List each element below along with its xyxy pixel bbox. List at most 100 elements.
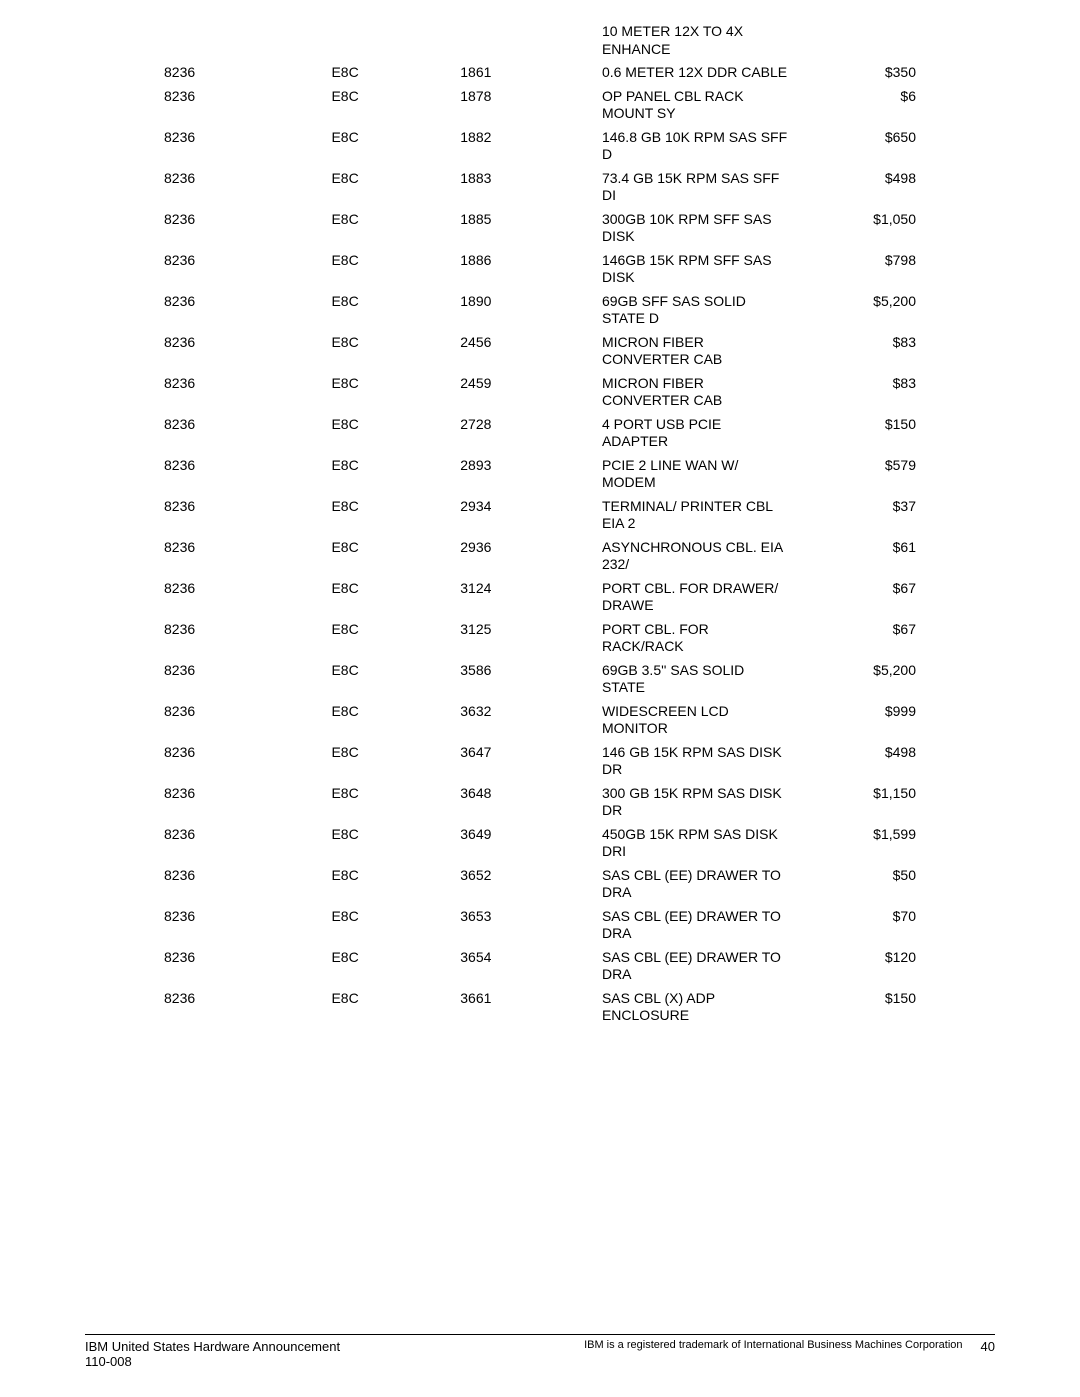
- table-cell: E8C: [327, 987, 456, 1028]
- table-cell: E8C: [327, 290, 456, 331]
- table-cell: 1861: [456, 61, 598, 85]
- footer-title: IBM United States Hardware Announcement: [85, 1339, 340, 1354]
- table-cell: 8236: [160, 85, 327, 126]
- table-cell: 1886: [456, 249, 598, 290]
- table-cell: E8C: [327, 618, 456, 659]
- table-cell: E8C: [327, 536, 456, 577]
- page-footer: IBM United States Hardware Announcement …: [85, 1334, 995, 1369]
- table-cell: $67: [791, 618, 920, 659]
- table-row: 8236E8C2936ASYNCHRONOUS CBL. EIA 232/$61: [160, 536, 920, 577]
- table-row: 8236E8C3124PORT CBL. FOR DRAWER/ DRAWE$6…: [160, 577, 920, 618]
- table-cell: E8C: [327, 413, 456, 454]
- table-cell: 8236: [160, 946, 327, 987]
- table-cell: 8236: [160, 126, 327, 167]
- table-cell: 8236: [160, 536, 327, 577]
- table-cell: 146 GB 15K RPM SAS DISK DR: [598, 741, 791, 782]
- footer-trademark: IBM is a registered trademark of Interna…: [584, 1339, 962, 1351]
- table-row: 8236E8C27284 PORT USB PCIE ADAPTER$150: [160, 413, 920, 454]
- table-cell: 8236: [160, 987, 327, 1028]
- table-cell: $70: [791, 905, 920, 946]
- table-cell: 3125: [456, 618, 598, 659]
- table-cell: 8236: [160, 413, 327, 454]
- table-cell: 146GB 15K RPM SFF SAS DISK: [598, 249, 791, 290]
- table-cell: 8236: [160, 741, 327, 782]
- price-table: 10 METER 12X TO 4X ENHANCE8236E8C18610.6…: [160, 20, 920, 1028]
- table-row: 8236E8C2893PCIE 2 LINE WAN W/ MODEM$579: [160, 454, 920, 495]
- table-cell: E8C: [327, 249, 456, 290]
- page-content: 10 METER 12X TO 4X ENHANCE8236E8C18610.6…: [0, 0, 1080, 1028]
- table-cell: PCIE 2 LINE WAN W/ MODEM: [598, 454, 791, 495]
- table-cell: MICRON FIBER CONVERTER CAB: [598, 372, 791, 413]
- table-cell: 1890: [456, 290, 598, 331]
- table-cell: TERMINAL/ PRINTER CBL EIA 2: [598, 495, 791, 536]
- table-cell: 4 PORT USB PCIE ADAPTER: [598, 413, 791, 454]
- table-row: 8236E8C188373.4 GB 15K RPM SAS SFF DI$49…: [160, 167, 920, 208]
- table-cell: $83: [791, 331, 920, 372]
- table-cell: 2936: [456, 536, 598, 577]
- table-cell: 69GB 3.5'' SAS SOLID STATE: [598, 659, 791, 700]
- table-cell: $83: [791, 372, 920, 413]
- table-row: 8236E8C358669GB 3.5'' SAS SOLID STATE$5,…: [160, 659, 920, 700]
- table-cell: SAS CBL (X) ADP ENCLOSURE: [598, 987, 791, 1028]
- table-cell: 3124: [456, 577, 598, 618]
- table-cell: 0.6 METER 12X DDR CABLE: [598, 61, 791, 85]
- table-cell: 8236: [160, 454, 327, 495]
- table-cell: $150: [791, 413, 920, 454]
- table-cell: 3648: [456, 782, 598, 823]
- table-cell: OP PANEL CBL RACK MOUNT SY: [598, 85, 791, 126]
- table-cell: $61: [791, 536, 920, 577]
- table-cell: 2456: [456, 331, 598, 372]
- table-cell: 3647: [456, 741, 598, 782]
- table-cell: 8236: [160, 208, 327, 249]
- table-cell: $1,050: [791, 208, 920, 249]
- table-cell: $579: [791, 454, 920, 495]
- table-cell: PORT CBL. FOR RACK/RACK: [598, 618, 791, 659]
- table-cell: $120: [791, 946, 920, 987]
- table-cell: SAS CBL (EE) DRAWER TO DRA: [598, 946, 791, 987]
- table-cell: $67: [791, 577, 920, 618]
- table-row: 8236E8C3648300 GB 15K RPM SAS DISK DR$1,…: [160, 782, 920, 823]
- table-cell: 146.8 GB 10K RPM SAS SFF D: [598, 126, 791, 167]
- table-cell: E8C: [327, 823, 456, 864]
- table-row: 8236E8C2934TERMINAL/ PRINTER CBL EIA 2$3…: [160, 495, 920, 536]
- table-cell: $498: [791, 167, 920, 208]
- table-cell: 1882: [456, 126, 598, 167]
- table-cell: E8C: [327, 700, 456, 741]
- table-cell: E8C: [327, 864, 456, 905]
- table-cell: MICRON FIBER CONVERTER CAB: [598, 331, 791, 372]
- table-row: 8236E8C3654SAS CBL (EE) DRAWER TO DRA$12…: [160, 946, 920, 987]
- table-cell: E8C: [327, 741, 456, 782]
- table-cell: E8C: [327, 495, 456, 536]
- table-row: 8236E8C1878OP PANEL CBL RACK MOUNT SY$6: [160, 85, 920, 126]
- table-cell: E8C: [327, 331, 456, 372]
- table-row: 8236E8C3647146 GB 15K RPM SAS DISK DR$49…: [160, 741, 920, 782]
- table-row: 8236E8C1882146.8 GB 10K RPM SAS SFF D$65…: [160, 126, 920, 167]
- table-cell: PORT CBL. FOR DRAWER/ DRAWE: [598, 577, 791, 618]
- table-cell: $5,200: [791, 659, 920, 700]
- table-row: 8236E8C3632WIDESCREEN LCD MONITOR$999: [160, 700, 920, 741]
- table-cell: $6: [791, 85, 920, 126]
- table-cell: [791, 20, 920, 61]
- table-cell: 2934: [456, 495, 598, 536]
- table-cell: $37: [791, 495, 920, 536]
- table-cell: E8C: [327, 946, 456, 987]
- table-cell: 8236: [160, 61, 327, 85]
- table-cell: 3652: [456, 864, 598, 905]
- table-cell: ASYNCHRONOUS CBL. EIA 232/: [598, 536, 791, 577]
- table-row: 8236E8C1886146GB 15K RPM SFF SAS DISK$79…: [160, 249, 920, 290]
- table-cell: E8C: [327, 61, 456, 85]
- table-cell: 2459: [456, 372, 598, 413]
- table-cell: 1878: [456, 85, 598, 126]
- table-cell: $650: [791, 126, 920, 167]
- table-cell: 3586: [456, 659, 598, 700]
- table-cell: E8C: [327, 167, 456, 208]
- table-cell: E8C: [327, 905, 456, 946]
- footer-left: IBM United States Hardware Announcement …: [85, 1339, 340, 1369]
- table-cell: 2728: [456, 413, 598, 454]
- table-cell: 3632: [456, 700, 598, 741]
- table-cell: 300 GB 15K RPM SAS DISK DR: [598, 782, 791, 823]
- table-cell: 8236: [160, 577, 327, 618]
- table-cell: SAS CBL (EE) DRAWER TO DRA: [598, 864, 791, 905]
- table-cell: $5,200: [791, 290, 920, 331]
- table-row: 8236E8C3661SAS CBL (X) ADP ENCLOSURE$150: [160, 987, 920, 1028]
